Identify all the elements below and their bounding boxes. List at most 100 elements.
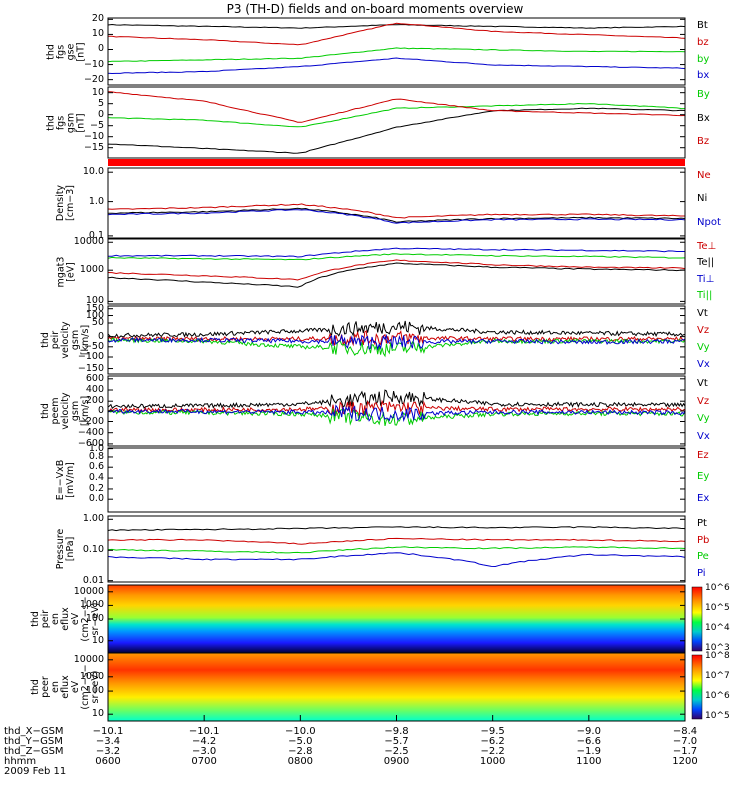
x-axis-value: −10.1 <box>92 726 124 737</box>
y-tick-label: 20 <box>91 13 104 25</box>
x-axis-value: −7.0 <box>672 736 698 747</box>
series-fgs_gse-by <box>107 47 686 63</box>
x-axis-date: 2009 Feb 11 <box>4 766 67 777</box>
series-pressure-Pe <box>107 546 686 554</box>
series-temperature-Te⊥ <box>107 259 686 281</box>
legend-fgs_gse: bx <box>697 70 710 82</box>
y-axis-label-line: [cm−3] <box>65 185 76 221</box>
x-axis-value: 0900 <box>383 756 410 767</box>
y-tick-label: 0.0 <box>88 493 104 505</box>
colorbar-label: 10^3 <box>705 643 730 653</box>
series-fgs_gse-bz <box>108 22 686 46</box>
y-tick-label: 1000 <box>79 599 104 611</box>
y-tick-label: 400 <box>85 384 104 395</box>
legend-peem_vel: Vy <box>697 413 710 424</box>
legend-temperature: Ti⊥ <box>697 273 715 285</box>
y-axis-label-line: mgat3 <box>55 256 66 287</box>
legend-efield: Ez <box>697 450 709 461</box>
x-axis-value: 1200 <box>672 756 698 767</box>
series-pressure-Pt <box>107 526 686 532</box>
colorbar-peer_eflux <box>691 654 703 720</box>
y-tick-label: 0.1 <box>88 229 104 241</box>
y-tick-label: 0 <box>97 405 104 416</box>
x-axis-value: −2.5 <box>384 746 409 757</box>
y-axis-label-line: [km/s] <box>80 395 91 427</box>
legend-peem_vel: Vx <box>697 430 710 442</box>
y-tick-label: −100 <box>77 351 104 362</box>
y-tick-label: −400 <box>77 426 104 438</box>
y-tick-label: 10 <box>91 634 104 646</box>
x-axis-value: 0700 <box>191 756 217 767</box>
series-peem_vel-Vx <box>107 404 686 423</box>
colorbar-label: 10^5 <box>705 603 730 613</box>
y-tick-label: 100 <box>85 309 104 321</box>
y-tick-label: −15 <box>83 141 104 153</box>
y-tick-label: 100 <box>85 613 104 624</box>
y-tick-label: 10000 <box>73 653 104 665</box>
y-axis-label-line: [eV] <box>65 261 76 282</box>
y-axis-label-line: gse <box>65 43 76 60</box>
y-axis-label-line: [nT] <box>75 112 86 133</box>
panel-frame-temperature <box>107 238 686 305</box>
spectrogram-peer_eflux <box>108 653 685 721</box>
colorbar-label: 10^5 <box>705 711 730 721</box>
legend-fgs_gsm: Bx <box>697 112 710 124</box>
y-axis-label-line: [km/s] <box>80 324 91 356</box>
x-axis-value: −1.7 <box>672 746 698 757</box>
legend-fgs_gse: Bt <box>697 20 708 31</box>
x-axis-value: −4.2 <box>192 736 217 747</box>
y-tick-label: 10000 <box>73 585 104 597</box>
series-temperature-Ti|| <box>107 253 686 261</box>
y-axis-label: E=−VxB [mV/m] <box>55 448 76 512</box>
legend-pressure: Pt <box>697 518 707 529</box>
y-axis-label-line: gsm <box>65 112 76 133</box>
series-pressure-Pi <box>107 552 686 568</box>
series-fgs_gsm-Bz <box>107 91 686 123</box>
y-axis-label-line: fgs <box>55 115 66 130</box>
x-axis-value: −9.0 <box>576 726 601 737</box>
legend-temperature: Te|| <box>697 257 715 269</box>
series-fgs_gsm-By <box>107 102 686 128</box>
series-density-Ni <box>107 207 686 223</box>
series-temperature-Te|| <box>107 262 686 288</box>
y-axis-label: thd peir velocity gsm [km/s] <box>40 306 91 374</box>
panel-frame-fgs_gse <box>107 17 686 86</box>
legend-peem_vel: Vz <box>697 395 710 407</box>
y-tick-label: −150 <box>77 362 104 374</box>
y-tick-label: 0 <box>97 108 104 120</box>
y-tick-label: 50 <box>91 317 104 328</box>
x-axis-row-label: hhmm <box>4 756 37 767</box>
y-tick-label: 1.0 <box>88 195 104 207</box>
y-axis-label: Pressure [nPa] <box>55 516 76 582</box>
legend-peir_vel: Vy <box>697 342 710 353</box>
x-axis-value: −10.0 <box>285 726 316 737</box>
x-axis-row-label: thd_Z−GSM <box>4 746 64 757</box>
x-axis-value: 1000 <box>479 756 506 767</box>
y-axis-label-line: thd <box>45 43 56 60</box>
colorbar-label: 10^6 <box>705 691 730 701</box>
x-axis-value: 0600 <box>95 756 121 767</box>
x-axis-value: −8.4 <box>672 726 698 737</box>
x-axis-value: −5.7 <box>384 736 409 747</box>
y-tick-label: −200 <box>77 415 104 427</box>
legend-fgs_gse: by <box>697 53 710 65</box>
legend-density: Ni <box>697 193 708 205</box>
series-fgs_gse-Bt <box>107 23 686 29</box>
series-density-Npot <box>107 209 686 224</box>
y-tick-label: 0.10 <box>82 544 104 556</box>
x-axis-value: −6.6 <box>576 736 601 747</box>
y-axis-label: thd peem velocity gsm [km/s] <box>40 376 91 446</box>
x-axis-value: −2.8 <box>288 746 313 757</box>
x-axis-value: −9.5 <box>480 726 505 737</box>
y-tick-label: −10 <box>83 130 104 142</box>
y-tick-label: 200 <box>85 395 104 407</box>
legend-fgs_gsm: Bz <box>697 136 710 148</box>
series-density-Ne <box>107 203 685 219</box>
panel-frame-density <box>107 167 686 239</box>
series-peir_vel-Vx <box>107 333 686 351</box>
y-axis-label-line: thd <box>45 114 56 131</box>
x-axis-row-label: thd_X−GSM <box>4 726 64 737</box>
series-pressure-Pb <box>107 537 686 545</box>
legend-density: Npot <box>697 216 721 228</box>
y-tick-label: 1000 <box>79 670 104 682</box>
